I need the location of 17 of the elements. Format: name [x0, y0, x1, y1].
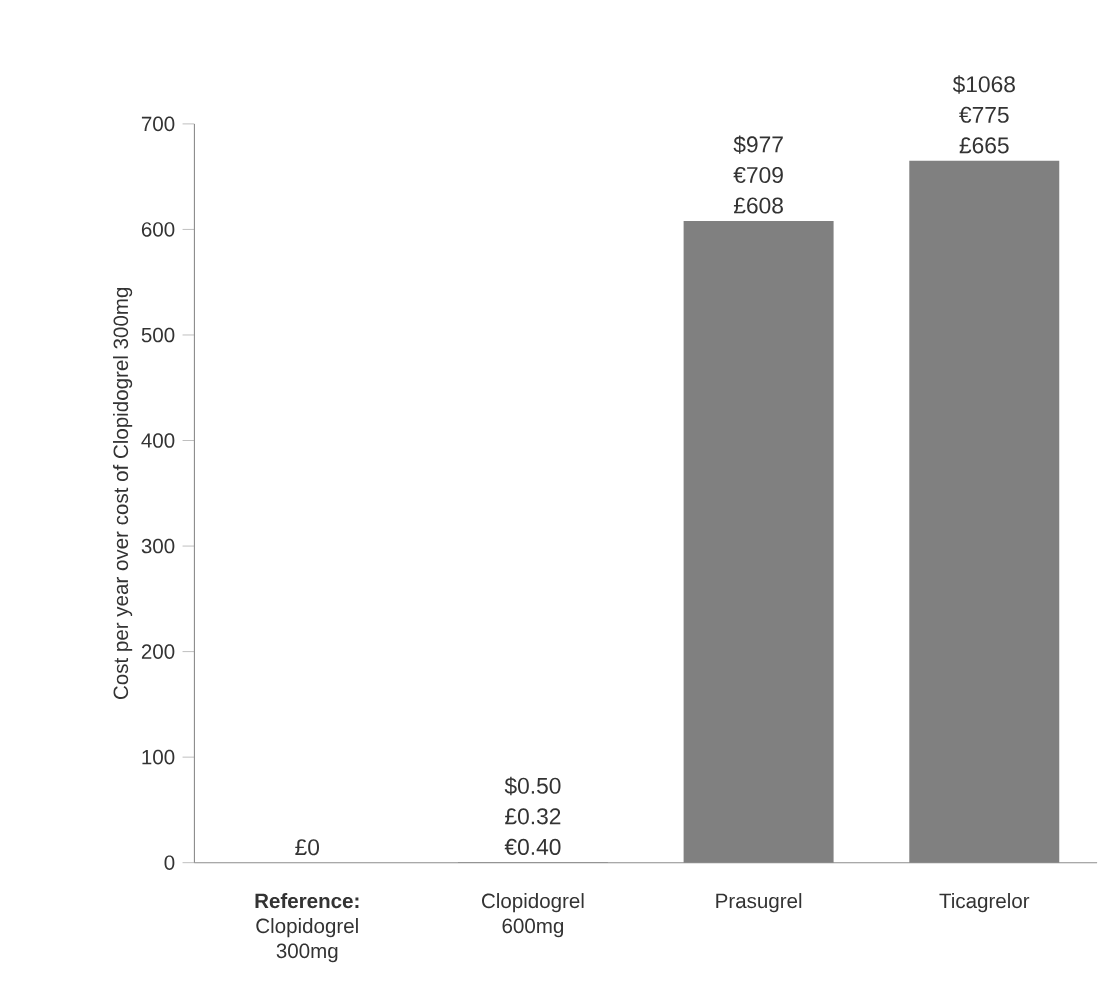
x-tick-label: Clopidogrel 600mg — [481, 893, 584, 938]
y-tick-label: 700 — [141, 116, 175, 132]
x-tick-label: Prasugrel — [716, 893, 802, 913]
data-label: $977 €709 £608 — [733, 135, 783, 214]
y-axis-title: Cost per year over cost of Clopidogrel 300mg — [113, 288, 133, 700]
y-tick-label: 400 — [141, 433, 175, 448]
y-tick-label: 500 — [141, 327, 175, 343]
y-tick-label: 600 — [141, 222, 175, 237]
data-label: $0.50 £0.32 €0.40 — [504, 776, 561, 856]
x-tick-label: Reference: Clopidogrel 300mg — [255, 893, 359, 963]
y-tick-label: 0 — [164, 855, 175, 871]
y-tick-label: 100 — [142, 749, 175, 765]
data-label: £0 — [295, 839, 320, 856]
x-tick-label: Ticagrelor — [939, 893, 1030, 913]
data-label: $1068 €775 £665 — [952, 75, 1015, 154]
y-tick-label: 300 — [141, 538, 175, 554]
y-tick-label: 200 — [141, 644, 175, 659]
